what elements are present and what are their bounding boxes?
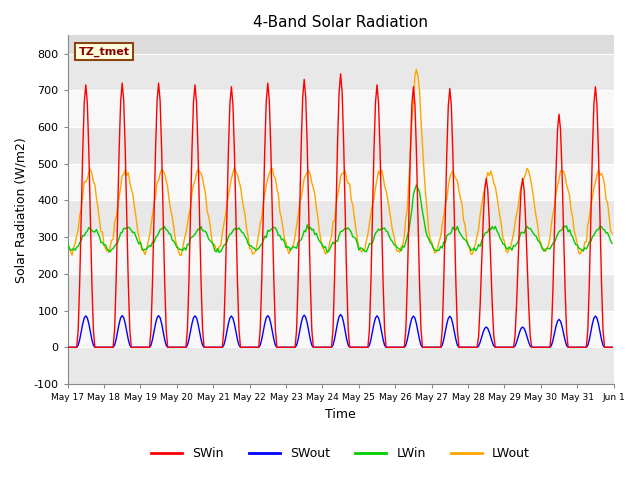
Bar xyxy=(68,164,614,201)
Legend: SWin, SWout, LWin, LWout: SWin, SWout, LWin, LWout xyxy=(146,442,535,465)
SWout xyxy=(579,345,587,350)
SWin xyxy=(253,345,261,350)
LWout xyxy=(177,252,185,258)
SWout xyxy=(64,345,72,350)
Line: LWout: LWout xyxy=(68,69,612,255)
LWin xyxy=(581,245,589,251)
Bar xyxy=(68,201,614,237)
LWin xyxy=(303,222,311,228)
SWout xyxy=(337,312,344,317)
SWin xyxy=(337,71,344,77)
Bar xyxy=(68,90,614,127)
Bar xyxy=(68,348,614,384)
Title: 4-Band Solar Radiation: 4-Band Solar Radiation xyxy=(253,15,428,30)
Bar xyxy=(68,127,614,164)
SWout xyxy=(253,345,261,350)
LWin xyxy=(228,230,236,236)
LWout xyxy=(64,242,72,248)
Line: SWin: SWin xyxy=(68,74,612,348)
LWout xyxy=(131,203,138,209)
LWin xyxy=(413,182,420,188)
SWin xyxy=(302,95,310,100)
LWin xyxy=(64,240,72,246)
LWin xyxy=(608,240,616,246)
LWin xyxy=(216,250,223,255)
SWin xyxy=(64,345,72,350)
Text: TZ_tmet: TZ_tmet xyxy=(79,47,129,57)
Bar xyxy=(68,274,614,311)
SWout xyxy=(302,314,310,320)
LWout xyxy=(228,176,236,181)
SWout xyxy=(244,345,252,350)
LWout xyxy=(246,245,253,251)
Line: SWout: SWout xyxy=(68,314,612,348)
LWout xyxy=(303,170,311,176)
SWout xyxy=(131,345,138,350)
LWout xyxy=(608,231,616,237)
LWin xyxy=(131,229,138,235)
LWin xyxy=(246,243,253,249)
Bar xyxy=(68,54,614,90)
SWin xyxy=(131,345,138,350)
SWin xyxy=(226,101,234,107)
SWin xyxy=(608,345,616,350)
LWout xyxy=(413,66,420,72)
Bar xyxy=(68,237,614,274)
Y-axis label: Solar Radiation (W/m2): Solar Radiation (W/m2) xyxy=(15,137,28,283)
SWin xyxy=(579,345,587,350)
Bar xyxy=(68,311,614,348)
X-axis label: Time: Time xyxy=(325,408,356,420)
SWin xyxy=(244,345,252,350)
SWout xyxy=(608,345,616,350)
LWout xyxy=(581,239,589,245)
LWout xyxy=(255,231,262,237)
LWin xyxy=(255,245,262,251)
SWout xyxy=(226,315,234,321)
Line: LWin: LWin xyxy=(68,185,612,252)
